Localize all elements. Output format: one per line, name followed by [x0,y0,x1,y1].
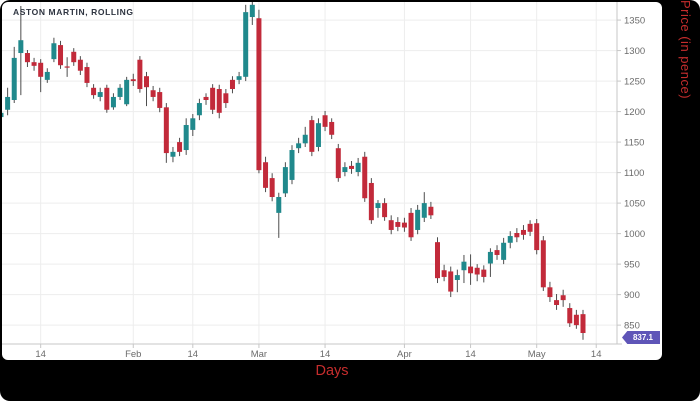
x-tick-label: May [528,349,546,360]
x-tick-label: Mar [251,349,267,360]
y-tick-label: 850 [624,321,640,332]
x-tick-label: 14 [35,349,46,360]
price-chart-canvas[interactable]: 850 900 950 1000 1050 1100 1150 1200 1250 1300 135… [2,2,662,360]
axis-tick-labels: 850 900 950 1000 1050 1100 1150 1200 1250 1300 135… [35,16,645,360]
x-tick-label: 14 [320,349,331,360]
x-tick-label: Feb [125,349,141,360]
last-price-badge: 837.1 [622,331,660,344]
y-axis-title: Price (in pence) [678,0,693,100]
chart-panel: 850 900 950 1000 1050 1100 1150 1200 1250 1300 135… [2,2,662,360]
y-tick-label: 1050 [624,199,645,210]
y-tick-label: 1300 [624,46,645,57]
x-axis-title: Days [315,363,349,379]
y-tick-label: 1250 [624,77,645,88]
last-price-value: 837.1 [632,333,654,342]
y-tick-label: 1150 [624,138,644,149]
x-tick-label: 14 [591,349,602,360]
gridlines [2,2,617,344]
x-tick-label: 14 [465,349,476,360]
y-tick-label: 950 [624,260,640,271]
y-tick-label: 1100 [624,168,644,179]
x-tick-label: Apr [397,349,412,360]
y-tick-label: 900 [624,290,640,301]
chart-title: ASTON MARTIN, ROLLING [13,7,134,17]
y-tick-label: 1350 [624,16,645,27]
y-tick-label: 1000 [624,229,645,240]
candles [2,2,586,340]
axes [2,2,622,348]
x-tick-label: 14 [188,349,199,360]
y-tick-label: 1200 [624,107,645,118]
